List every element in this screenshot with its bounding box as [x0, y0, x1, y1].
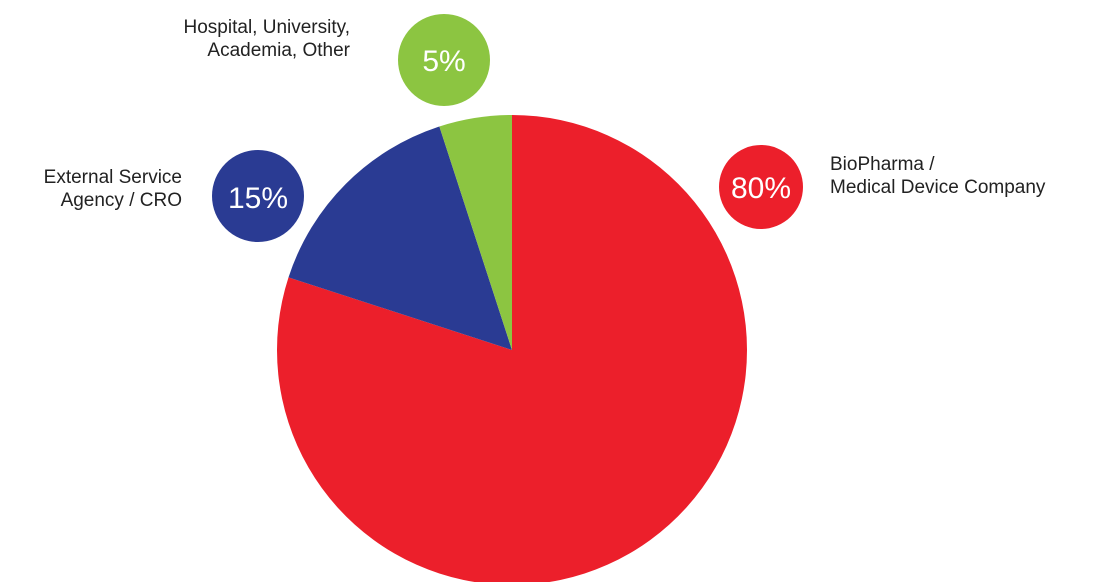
- callout-2: 15% External Service Agency / CRO: [44, 150, 304, 242]
- value-label-1: 80%: [731, 172, 791, 205]
- value-bubble-3: [398, 14, 490, 106]
- slice-label-2: External Service Agency / CRO: [44, 167, 182, 211]
- pie-slice-3: [439, 115, 512, 350]
- value-label-3: 5%: [422, 45, 465, 78]
- pie-slice-2: [288, 126, 512, 351]
- value-bubble-2: [212, 150, 304, 242]
- callout-1: 80% BioPharma / Medical Device Company: [719, 145, 1046, 229]
- value-label-2: 15%: [228, 182, 288, 215]
- pie-slice-1: [277, 115, 747, 582]
- slice-label-3: Hospital, University, Academia, Other: [184, 17, 351, 61]
- callout-3: 5% Hospital, University, Academia, Other: [184, 14, 490, 106]
- slice-label-1: BioPharma / Medical Device Company: [830, 154, 1046, 198]
- value-bubble-1: [719, 145, 803, 229]
